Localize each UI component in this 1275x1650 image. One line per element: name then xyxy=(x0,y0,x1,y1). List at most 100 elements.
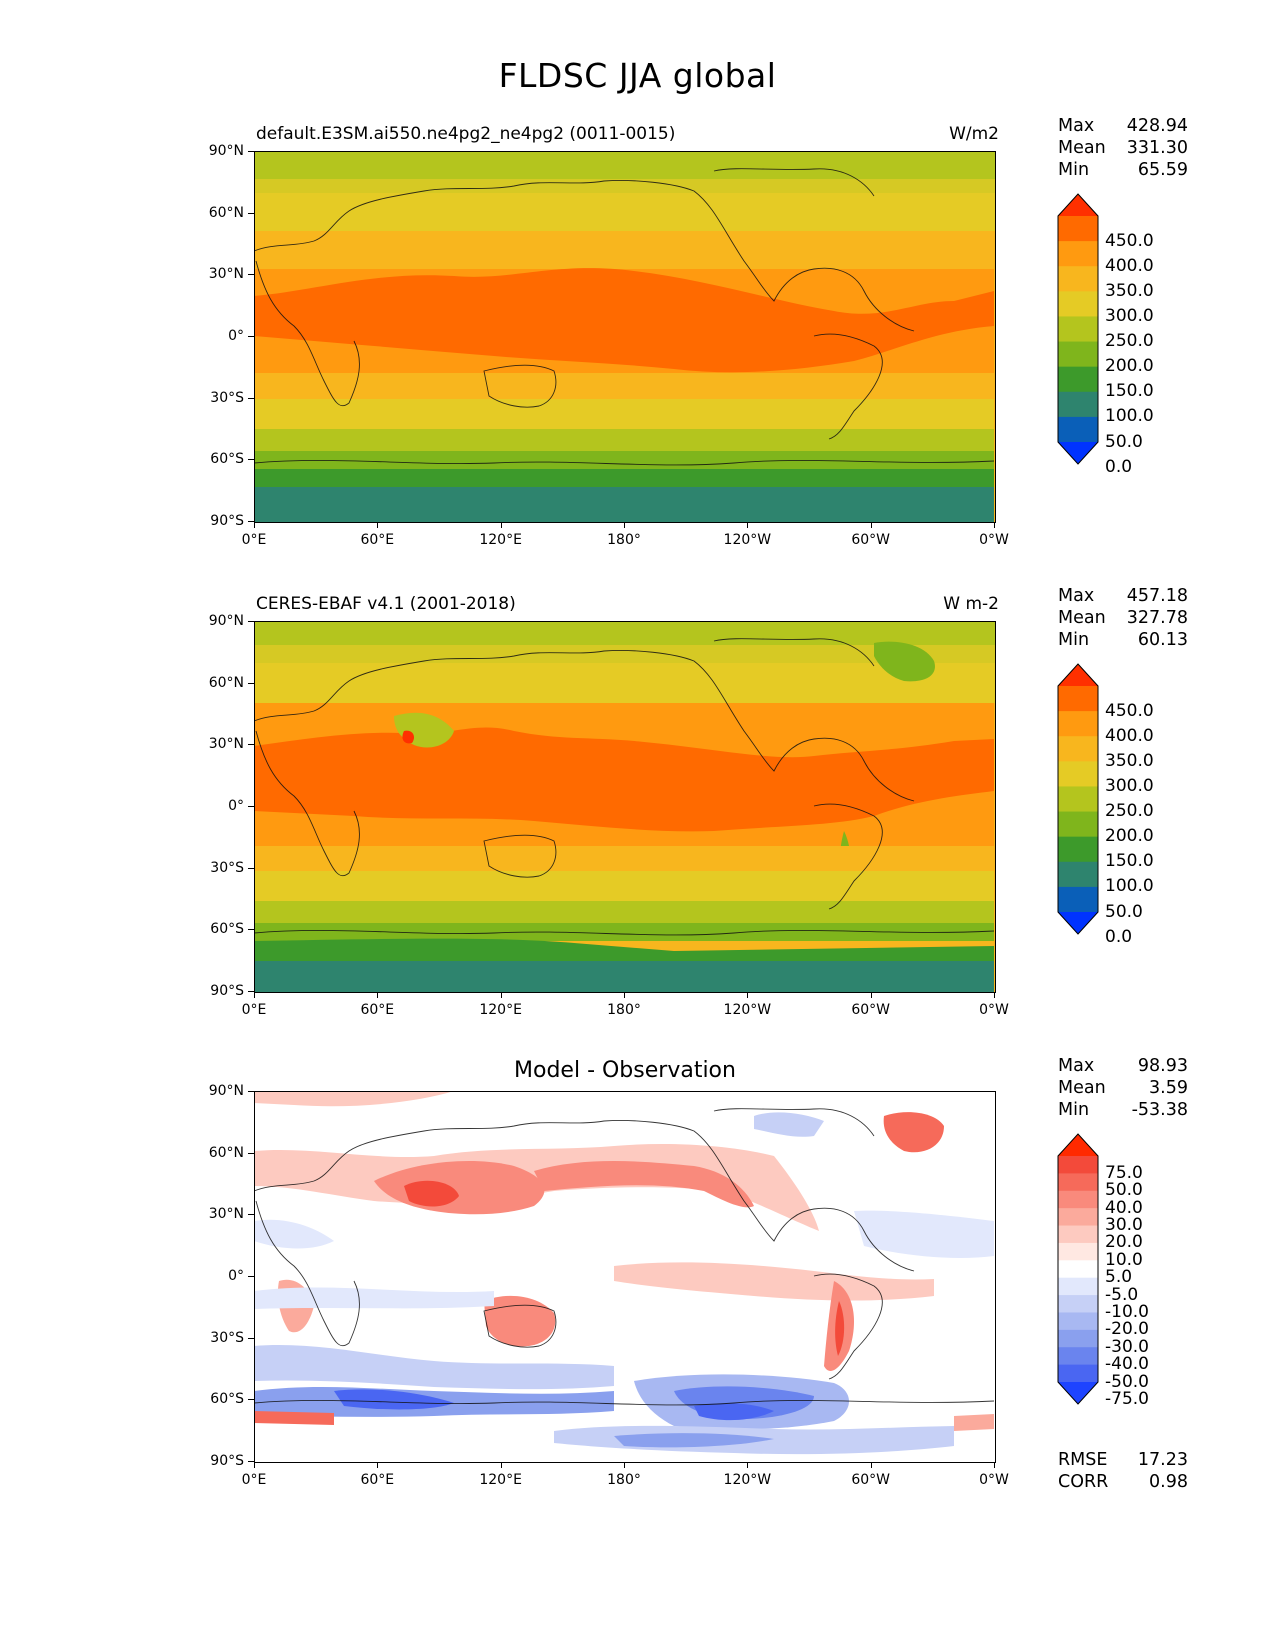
lat-tick-label: 60°S xyxy=(210,1391,244,1408)
lon-tick xyxy=(747,522,749,528)
lat-tick-label: 0° xyxy=(228,1268,244,1284)
colorbar-tick-label: -75.0 xyxy=(1105,1388,1149,1409)
lon-tick-label: 180° xyxy=(607,1002,641,1018)
lat-tick xyxy=(248,1214,254,1216)
colorbar-tick-label: -50.0 xyxy=(1105,1371,1149,1392)
lat-tick-label: 30°N xyxy=(208,266,244,283)
stat-value: 60.13 xyxy=(1137,630,1188,650)
lat-tick-label: 30°S xyxy=(210,1329,244,1346)
lat-tick-label: 60°N xyxy=(208,1144,244,1161)
lon-tick-label: 120°E xyxy=(479,1002,522,1018)
colorbar-graphic xyxy=(1057,663,1099,935)
map-difference-field xyxy=(254,1091,996,1463)
lon-tick-label: 120°W xyxy=(723,1472,772,1488)
lon-tick-label: 0°W xyxy=(979,1002,1009,1018)
lon-tick-label: 120°W xyxy=(723,1002,772,1018)
colorbar-tick-label: 75.0 xyxy=(1105,1162,1143,1183)
lon-tick xyxy=(994,1462,995,1468)
map-model-field xyxy=(254,151,996,523)
colorbar-tick-label: -40.0 xyxy=(1105,1354,1149,1375)
lat-tick xyxy=(248,991,254,992)
colorbar-tick-label: 50.0 xyxy=(1105,901,1143,922)
lat-tick xyxy=(248,521,254,522)
lat-tick-label: 90°S xyxy=(210,513,244,529)
lon-tick xyxy=(254,1462,255,1468)
colorbar-extend-max xyxy=(1058,664,1098,686)
colorbar-tick-label: 0.0 xyxy=(1105,456,1133,477)
lon-tick xyxy=(747,992,749,998)
stat-value: 0.98 xyxy=(1149,1472,1188,1492)
colorbar-segment xyxy=(1058,1156,1098,1174)
colorbar-tick-label: -10.0 xyxy=(1105,1301,1149,1322)
colorbar-tick-label: 40.0 xyxy=(1105,1197,1143,1218)
colorbar-outline xyxy=(1057,193,1099,465)
lon-tick-label: 0°W xyxy=(979,1472,1009,1488)
colorbar-extend-max xyxy=(1058,194,1098,216)
lon-tick xyxy=(624,522,625,528)
stat-label: Min xyxy=(1058,160,1090,180)
stat-value: -53.38 xyxy=(1131,1100,1188,1120)
colorbar-extend-min xyxy=(1058,442,1098,464)
stat-max: Max 98.93 xyxy=(1058,1055,1188,1077)
lat-tick-label: 30°N xyxy=(208,736,244,753)
panel-center-title: Model - Observation xyxy=(514,1058,736,1083)
colorbar-tick-label: 150.0 xyxy=(1105,381,1154,402)
lat-tick xyxy=(248,212,254,214)
colorbar-segment xyxy=(1058,366,1098,393)
lat-tick xyxy=(248,1276,254,1277)
colorbar-tick-label: -20.0 xyxy=(1105,1319,1149,1340)
lat-tick-label: 90°N xyxy=(208,613,244,629)
colorbar-extend-min xyxy=(1058,912,1098,934)
lon-tick-label: 120°E xyxy=(479,1472,522,1488)
lat-tick-label: 0° xyxy=(228,798,244,814)
colorbar-tick-label: 0.0 xyxy=(1105,926,1133,947)
colorbar-segment xyxy=(1058,1364,1098,1383)
lon-tick xyxy=(870,992,872,998)
colorbar-segment xyxy=(1058,711,1098,737)
lon-tick xyxy=(870,1462,872,1468)
lon-tick xyxy=(994,522,995,528)
stat-value: 17.23 xyxy=(1137,1450,1188,1470)
lon-tick xyxy=(747,1462,749,1468)
colorbar-segment xyxy=(1058,1190,1098,1209)
lon-tick-label: 180° xyxy=(607,1472,641,1488)
colorbar-segment xyxy=(1058,1260,1098,1279)
lon-tick-label: 60°E xyxy=(360,1002,395,1018)
stat-label: Max xyxy=(1058,1056,1095,1076)
colorbar-tick-label: 20.0 xyxy=(1105,1232,1143,1253)
colorbar-segment xyxy=(1058,786,1098,813)
colorbar-tick-label: 450.0 xyxy=(1105,230,1154,251)
lon-tick-label: 60°E xyxy=(360,532,395,548)
colorbar-tick-label: 350.0 xyxy=(1105,280,1154,301)
colorbar-outline xyxy=(1057,663,1099,935)
lon-tick xyxy=(624,992,625,998)
lon-tick-label: 60°W xyxy=(851,532,890,548)
stat-value: 3.59 xyxy=(1149,1078,1188,1098)
lon-tick-label: 120°W xyxy=(723,532,772,548)
colorbar-segment xyxy=(1058,1277,1098,1296)
stat-mean: Mean 331.30 xyxy=(1058,137,1188,159)
lon-tick-label: 60°W xyxy=(851,1472,890,1488)
panel-units: W m-2 xyxy=(943,594,999,614)
lon-tick-label: 0°E xyxy=(241,1472,267,1488)
lon-tick xyxy=(254,992,255,998)
colorbar-segment xyxy=(1058,1208,1098,1227)
colorbar-tick-label: 50.0 xyxy=(1105,1180,1143,1201)
colorbar-tick-label: 30.0 xyxy=(1105,1215,1143,1236)
panel-difference: Model - Observation xyxy=(0,1056,1275,1561)
error-stats-box: RMSE 17.23 CORR 0.98 xyxy=(1058,1449,1188,1493)
stats-box: Max 98.93 Mean 3.59 Min -53.38 xyxy=(1058,1055,1188,1121)
colorbar-tick-label: 400.0 xyxy=(1105,725,1154,746)
lon-tick-label: 60°E xyxy=(360,1472,395,1488)
colorbar-segment xyxy=(1058,316,1098,343)
colorbar-segment xyxy=(1058,1242,1098,1261)
stats-box: Max 428.94 Mean 331.30 Min 65.59 xyxy=(1058,115,1188,181)
lat-tick xyxy=(248,1337,254,1339)
lon-tick-label: 120°E xyxy=(479,532,522,548)
stat-min: Min -53.38 xyxy=(1058,1099,1188,1121)
lon-tick xyxy=(500,1462,502,1468)
panel-observation: CERES-EBAF v4.1 (2001-2018) W m-2 xyxy=(0,586,1275,1091)
panel-model: default.E3SM.ai550.ne4pg2_ne4pg2 (0011-0… xyxy=(0,116,1275,621)
stats-box: Max 457.18 Mean 327.78 Min 60.13 xyxy=(1058,585,1188,651)
colorbar-tick-label: 300.0 xyxy=(1105,775,1154,796)
